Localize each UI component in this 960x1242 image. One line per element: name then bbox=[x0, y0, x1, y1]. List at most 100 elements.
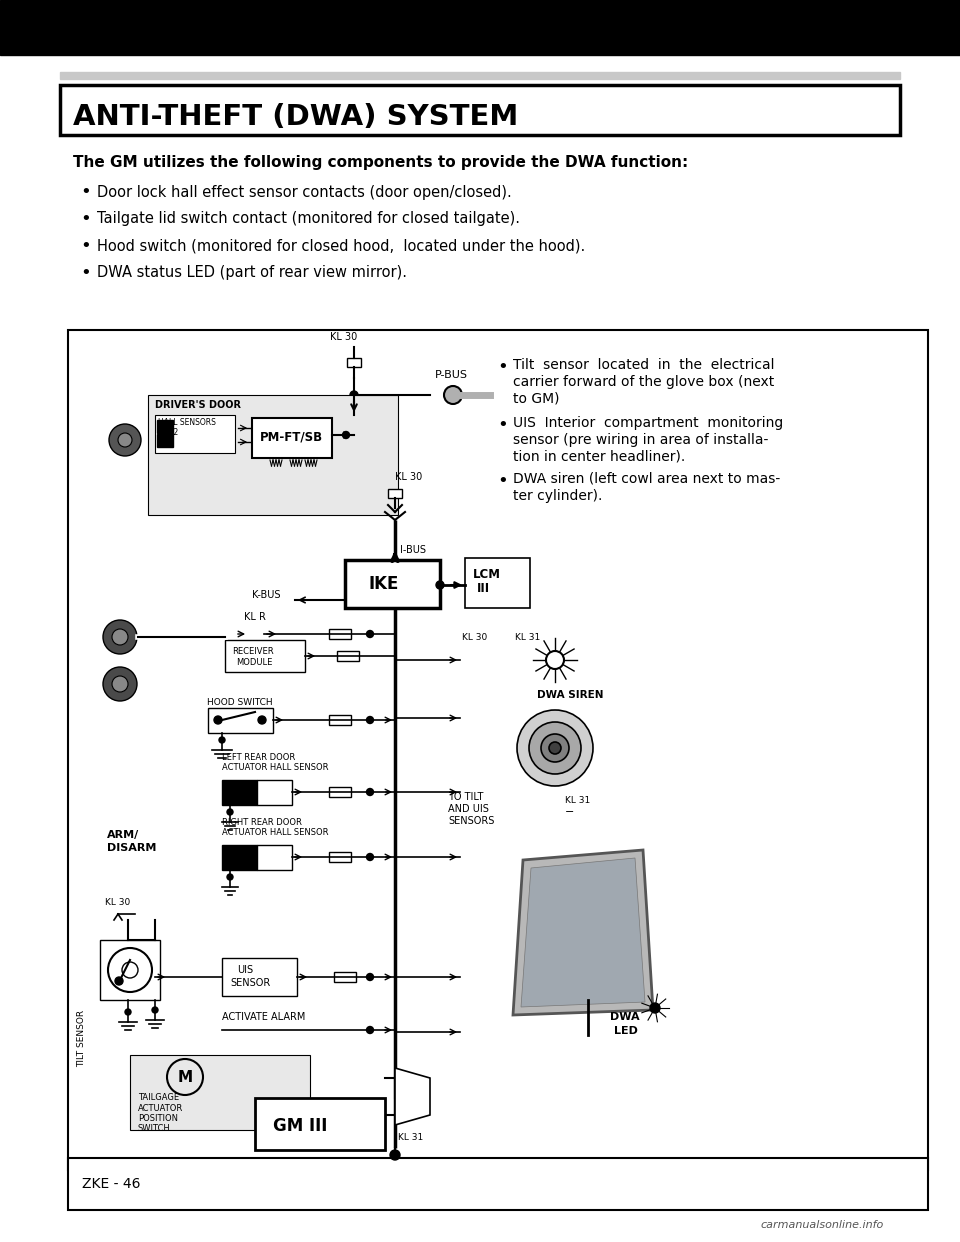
Text: ZKE - 46: ZKE - 46 bbox=[82, 1177, 140, 1191]
Text: PM-FT/SB: PM-FT/SB bbox=[260, 431, 324, 443]
Circle shape bbox=[103, 667, 137, 700]
Text: DWA status LED (part of rear view mirror).: DWA status LED (part of rear view mirror… bbox=[97, 266, 407, 281]
Circle shape bbox=[529, 722, 581, 774]
Text: KL 31: KL 31 bbox=[565, 796, 590, 805]
Circle shape bbox=[227, 874, 233, 881]
Text: SENSORS: SENSORS bbox=[448, 816, 494, 826]
Text: M: M bbox=[178, 1071, 193, 1086]
Text: LED: LED bbox=[614, 1026, 637, 1036]
Circle shape bbox=[350, 391, 358, 399]
Circle shape bbox=[115, 977, 123, 985]
Circle shape bbox=[367, 789, 373, 795]
Circle shape bbox=[118, 433, 132, 447]
Text: SWITCH: SWITCH bbox=[138, 1124, 171, 1133]
Bar bbox=[222, 845, 257, 869]
Text: carrier forward of the glove box (next: carrier forward of the glove box (next bbox=[513, 375, 775, 389]
Text: TO TILT: TO TILT bbox=[448, 792, 484, 802]
Circle shape bbox=[367, 853, 373, 861]
Text: •: • bbox=[80, 237, 91, 255]
Text: •: • bbox=[80, 265, 91, 282]
Text: KL 30: KL 30 bbox=[105, 898, 131, 907]
Bar bbox=[157, 433, 173, 447]
Text: KL 30: KL 30 bbox=[613, 994, 638, 1002]
Text: to GM): to GM) bbox=[513, 392, 560, 406]
Bar bbox=[148, 395, 398, 515]
Text: KL 30: KL 30 bbox=[462, 633, 488, 642]
Circle shape bbox=[112, 676, 128, 692]
Bar bbox=[68, 330, 928, 1170]
Text: KL 30: KL 30 bbox=[330, 332, 357, 342]
Bar bbox=[68, 1158, 928, 1210]
Text: AND UIS: AND UIS bbox=[448, 804, 489, 814]
Text: ACTUATOR: ACTUATOR bbox=[138, 1104, 183, 1113]
Circle shape bbox=[541, 734, 569, 763]
Bar bbox=[155, 415, 235, 453]
Circle shape bbox=[343, 431, 349, 438]
Text: •: • bbox=[80, 210, 91, 229]
Circle shape bbox=[436, 581, 444, 589]
Bar bbox=[345, 560, 440, 609]
Text: ACTIVATE ALARM: ACTIVATE ALARM bbox=[222, 1012, 305, 1022]
Circle shape bbox=[258, 715, 266, 724]
Text: HOOD SWITCH: HOOD SWITCH bbox=[207, 698, 273, 707]
Circle shape bbox=[152, 1007, 158, 1013]
Bar bbox=[130, 1054, 310, 1130]
Bar bbox=[255, 1098, 385, 1150]
Text: I-BUS: I-BUS bbox=[400, 545, 426, 555]
Circle shape bbox=[227, 809, 233, 815]
Circle shape bbox=[108, 948, 152, 992]
Bar bbox=[334, 972, 356, 982]
Text: DRIVER'S DOOR: DRIVER'S DOOR bbox=[155, 400, 241, 410]
Bar bbox=[347, 358, 361, 366]
Polygon shape bbox=[521, 858, 645, 1007]
Text: Tilt  sensor  located  in  the  electrical: Tilt sensor located in the electrical bbox=[513, 358, 775, 373]
Text: MODULE: MODULE bbox=[236, 658, 273, 667]
Text: Tailgate lid switch contact (monitored for closed tailgate).: Tailgate lid switch contact (monitored f… bbox=[97, 211, 520, 226]
Circle shape bbox=[112, 628, 128, 645]
Text: −: − bbox=[565, 807, 574, 817]
Bar bbox=[208, 708, 273, 733]
Text: DISARM: DISARM bbox=[107, 843, 156, 853]
Circle shape bbox=[167, 1059, 203, 1095]
Circle shape bbox=[109, 424, 141, 456]
Circle shape bbox=[390, 1150, 400, 1160]
Text: RECEIVER: RECEIVER bbox=[232, 647, 274, 656]
Text: ACTUATOR HALL SENSOR: ACTUATOR HALL SENSOR bbox=[222, 763, 328, 773]
Circle shape bbox=[214, 715, 222, 724]
Circle shape bbox=[122, 963, 138, 977]
Text: TAILGAGE: TAILGAGE bbox=[138, 1093, 180, 1102]
Text: LEFT REAR DOOR: LEFT REAR DOOR bbox=[222, 753, 296, 763]
Text: ter cylinder).: ter cylinder). bbox=[513, 489, 602, 503]
Polygon shape bbox=[395, 1068, 430, 1125]
Text: DWA SIREN: DWA SIREN bbox=[537, 691, 604, 700]
Text: •: • bbox=[80, 183, 91, 201]
Circle shape bbox=[444, 386, 462, 404]
Text: UIS  Interior  compartment  monitoring: UIS Interior compartment monitoring bbox=[513, 416, 783, 430]
Bar bbox=[100, 940, 160, 1000]
Circle shape bbox=[367, 974, 373, 980]
Circle shape bbox=[125, 1009, 131, 1015]
Text: ARM/: ARM/ bbox=[107, 830, 139, 840]
Text: LCM: LCM bbox=[473, 568, 501, 581]
Bar bbox=[252, 419, 332, 458]
Bar bbox=[157, 420, 173, 433]
Text: P-BUS: P-BUS bbox=[435, 370, 468, 380]
Text: •: • bbox=[497, 416, 508, 433]
Text: DWA siren (left cowl area next to mas-: DWA siren (left cowl area next to mas- bbox=[513, 472, 780, 486]
Circle shape bbox=[549, 741, 561, 754]
Text: DWA: DWA bbox=[610, 1012, 639, 1022]
Text: KL 30: KL 30 bbox=[395, 472, 422, 482]
Text: •: • bbox=[497, 472, 508, 491]
Circle shape bbox=[367, 717, 373, 724]
Bar bbox=[257, 845, 292, 869]
Text: carmanualsonline.info: carmanualsonline.info bbox=[760, 1220, 883, 1230]
Circle shape bbox=[650, 1004, 660, 1013]
Bar bbox=[329, 628, 351, 638]
Bar bbox=[257, 780, 292, 805]
Bar bbox=[60, 72, 900, 79]
Circle shape bbox=[103, 620, 137, 655]
Bar bbox=[222, 958, 297, 996]
Text: Door lock hall effect sensor contacts (door open/closed).: Door lock hall effect sensor contacts (d… bbox=[97, 185, 512, 200]
Text: HALL SENSORS: HALL SENSORS bbox=[158, 419, 216, 427]
Bar bbox=[388, 489, 402, 498]
